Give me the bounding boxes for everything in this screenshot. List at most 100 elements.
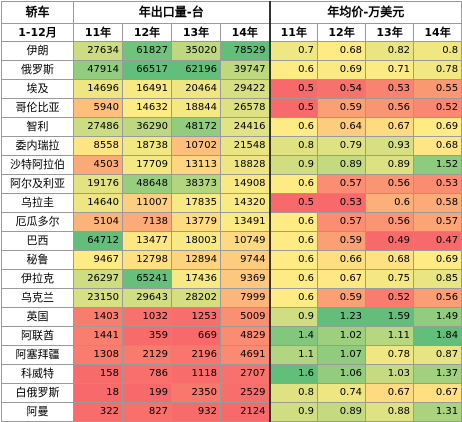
price-value-cell: 0.85 — [413, 269, 462, 289]
export-value-cell: 12798 — [122, 250, 172, 270]
price-value-cell: 0.67 — [365, 117, 415, 137]
export-value-cell: 66517 — [122, 60, 172, 80]
export-value-cell: 2529 — [219, 383, 271, 403]
export-value-cell: 4691 — [219, 345, 271, 365]
corner-label-bottom: 1-12月 — [1, 23, 74, 42]
export-value-cell: 1032 — [122, 307, 172, 327]
price-value-cell: 0.9 — [268, 307, 319, 327]
price-value-cell: 0.53 — [413, 174, 462, 194]
table-row: 伊朗 27634 61827 35020 78529 0.7 0.68 0.82 0.8 — [1, 41, 462, 61]
price-value-cell: 0.59 — [317, 98, 367, 118]
prices-year-header: 11年 — [268, 23, 319, 42]
prices-group-header: 年均价-万美元 — [268, 1, 462, 24]
price-value-cell: 0.78 — [365, 345, 415, 365]
export-value-cell: 14640 — [73, 193, 123, 213]
export-value-cell: 9467 — [73, 250, 123, 270]
price-value-cell: 0.56 — [365, 174, 415, 194]
export-value-cell: 24416 — [219, 117, 271, 137]
price-value-cell: 0.52 — [365, 288, 415, 308]
export-value-cell: 1118 — [171, 364, 221, 384]
export-value-cell: 18 — [73, 383, 123, 403]
export-value-cell: 199 — [122, 383, 172, 403]
price-value-cell: 0.69 — [413, 117, 462, 137]
export-value-cell: 9369 — [219, 269, 271, 289]
export-value-cell: 932 — [171, 402, 221, 422]
table-row: 厄瓜多尔 5104 7138 13779 13491 0.6 0.57 0.56 0.57 — [1, 212, 462, 232]
export-value-cell: 65241 — [122, 269, 172, 289]
price-value-cell: 0.8 — [268, 383, 319, 403]
country-name: 阿曼 — [1, 402, 74, 422]
price-value-cell: 0.5 — [268, 98, 319, 118]
price-value-cell: 0.6 — [268, 250, 319, 270]
export-value-cell: 36290 — [122, 117, 172, 137]
country-name: 厄瓜多尔 — [1, 212, 74, 232]
price-value-cell: 0.79 — [317, 136, 367, 156]
price-value-cell: 1.23 — [317, 307, 367, 327]
export-value-cell: 14908 — [219, 174, 271, 194]
export-value-cell: 10702 — [171, 136, 221, 156]
price-value-cell: 1.02 — [317, 326, 367, 346]
country-name: 巴西 — [1, 231, 74, 251]
export-value-cell: 16491 — [122, 79, 172, 99]
price-value-cell: 1.31 — [413, 402, 462, 422]
price-value-cell: 0.59 — [317, 288, 367, 308]
table-row: 伊拉克 26297 65241 17436 9369 0.6 0.67 0.75 0.85 — [1, 269, 462, 289]
export-value-cell: 13113 — [171, 155, 221, 175]
export-value-cell: 13477 — [122, 231, 172, 251]
table-row: 委内瑞拉 8558 18738 10702 21548 0.8 0.79 0.93 0.68 — [1, 136, 462, 156]
price-value-cell: 0.56 — [365, 98, 415, 118]
export-value-cell: 5940 — [73, 98, 123, 118]
export-value-cell: 13779 — [171, 212, 221, 232]
export-value-cell: 27486 — [73, 117, 123, 137]
export-value-cell: 26578 — [219, 98, 271, 118]
country-name: 阿联酋 — [1, 326, 74, 346]
export-value-cell: 28202 — [171, 288, 221, 308]
export-value-cell: 35020 — [171, 41, 221, 61]
price-value-cell: 0.59 — [317, 231, 367, 251]
export-value-cell: 17436 — [171, 269, 221, 289]
price-value-cell: 0.71 — [365, 60, 415, 80]
price-value-cell: 0.47 — [413, 231, 462, 251]
export-value-cell: 4829 — [219, 326, 271, 346]
price-value-cell: 0.67 — [413, 383, 462, 403]
table-row: 英国 1403 1032 1253 5009 0.9 1.23 1.59 1.49 — [1, 307, 462, 327]
price-value-cell: 1.37 — [413, 364, 462, 384]
price-value-cell: 1.4 — [268, 326, 319, 346]
export-value-cell: 27634 — [73, 41, 123, 61]
price-value-cell: 0.89 — [317, 402, 367, 422]
export-value-cell: 26297 — [73, 269, 123, 289]
export-value-cell: 7138 — [122, 212, 172, 232]
export-value-cell: 359 — [122, 326, 172, 346]
export-value-cell: 14320 — [219, 193, 271, 213]
table-row: 科威特 158 786 1118 2707 1.6 1.06 1.03 1.37 — [1, 364, 462, 384]
export-value-cell: 14632 — [122, 98, 172, 118]
country-name: 伊拉克 — [1, 269, 74, 289]
table-row: 乌拉圭 14640 11007 17835 14320 0.5 0.53 0.6 0.58 — [1, 193, 462, 213]
export-value-cell: 20464 — [171, 79, 221, 99]
country-name: 智利 — [1, 117, 74, 137]
export-value-cell: 2124 — [219, 402, 271, 422]
price-value-cell: 0.56 — [413, 288, 462, 308]
price-value-cell: 1.11 — [365, 326, 415, 346]
export-value-cell: 62196 — [171, 60, 221, 80]
price-value-cell: 0.6 — [268, 231, 319, 251]
country-name: 哥伦比亚 — [1, 98, 74, 118]
price-value-cell: 0.69 — [413, 250, 462, 270]
table-row: 沙特阿拉伯 4503 17709 13113 18828 0.9 0.89 0.89 1.52 — [1, 155, 462, 175]
price-value-cell: 0.49 — [365, 231, 415, 251]
price-value-cell: 0.55 — [413, 79, 462, 99]
export-value-cell: 322 — [73, 402, 123, 422]
country-name: 委内瑞拉 — [1, 136, 74, 156]
price-value-cell: 0.78 — [413, 60, 462, 80]
export-value-cell: 12894 — [171, 250, 221, 270]
corner-label-top: 轿车 — [1, 1, 74, 24]
price-value-cell: 0.93 — [365, 136, 415, 156]
table-row: 智利 27486 36290 48172 24416 0.6 0.64 0.67 0.69 — [1, 117, 462, 137]
price-value-cell: 0.5 — [268, 193, 319, 213]
export-value-cell: 17835 — [171, 193, 221, 213]
price-value-cell: 0.56 — [365, 212, 415, 232]
price-value-cell: 0.57 — [413, 212, 462, 232]
country-name: 乌拉圭 — [1, 193, 74, 213]
exports-year-header: 12年 — [122, 23, 172, 42]
